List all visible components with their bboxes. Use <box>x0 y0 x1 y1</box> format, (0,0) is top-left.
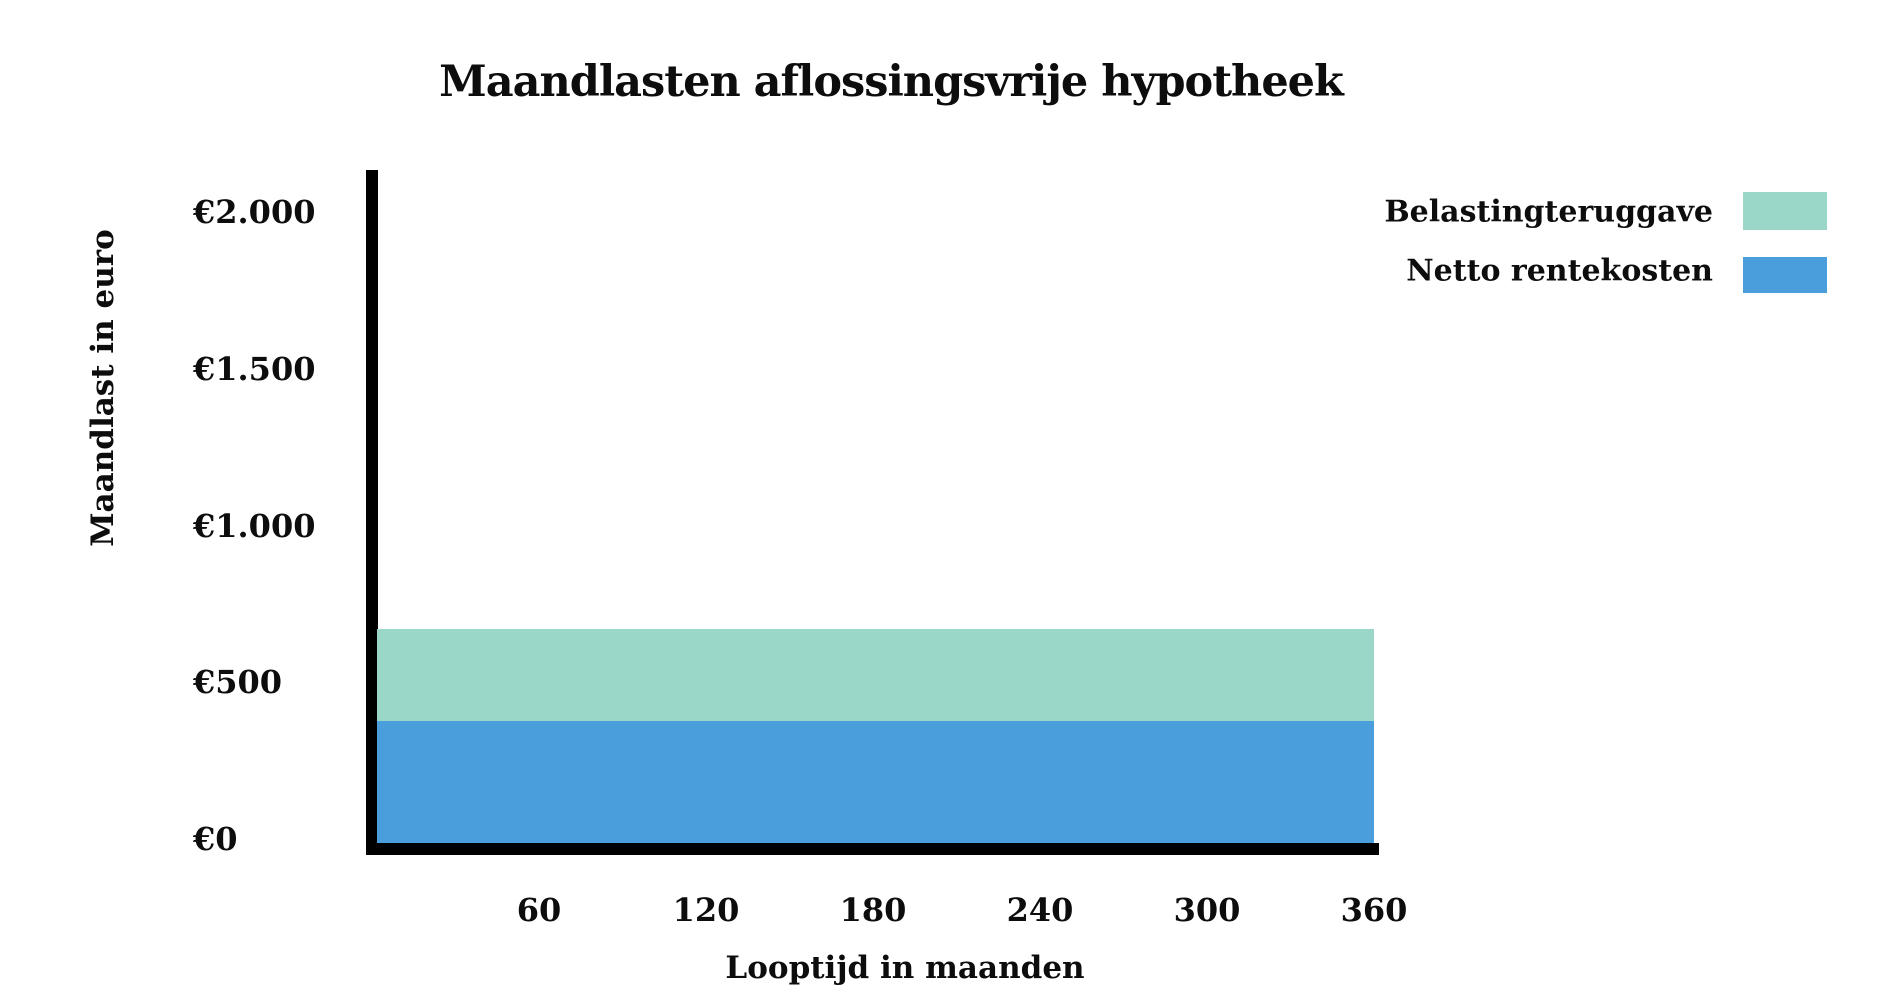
y-axis-line <box>366 170 378 855</box>
x-tick-label: 120 <box>672 891 740 929</box>
x-tick-label: 180 <box>839 891 907 929</box>
x-tick-label: 300 <box>1173 891 1241 929</box>
x-tick-label: 240 <box>1006 891 1074 929</box>
belastingteruggave-area <box>377 629 1374 722</box>
legend-label-belastingteruggave: Belastingteruggave <box>1384 194 1713 230</box>
x-axis-line <box>366 843 1379 855</box>
y-tick-label: €0 <box>193 820 238 858</box>
legend-label-netto-rentekosten: Netto rentekosten <box>1406 253 1713 289</box>
y-axis-title: Maandlast in euro <box>85 229 121 547</box>
y-tick-label: €2.000 <box>193 193 316 232</box>
x-axis-title: Looptijd in maanden <box>725 950 1085 986</box>
legend-swatch-belastingteruggave <box>1743 192 1827 230</box>
x-tick-label: 60 <box>516 891 562 929</box>
netto-rentekosten-area <box>377 721 1374 843</box>
chart-title: Maandlasten aflossingsvrije hypotheek <box>439 57 1344 107</box>
y-tick-label: €500 <box>193 663 283 702</box>
y-tick-label: €1.000 <box>193 506 316 545</box>
y-tick-label: €1.500 <box>193 349 316 388</box>
x-tick-label: 360 <box>1340 891 1408 929</box>
legend-swatch-netto-rentekosten <box>1743 257 1827 293</box>
